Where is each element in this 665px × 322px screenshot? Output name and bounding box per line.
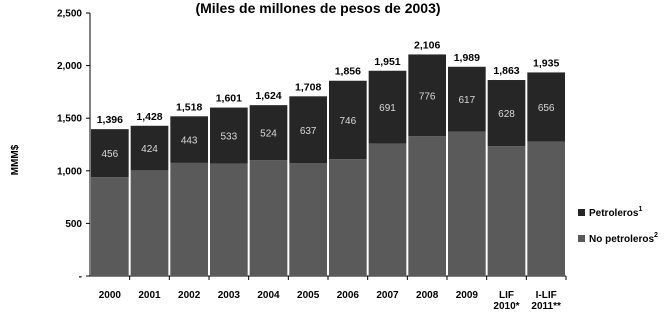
x-category-label: 2007	[376, 290, 399, 301]
bar-segment-petroleros	[130, 125, 169, 171]
bar-total-label: 1,856	[335, 66, 361, 78]
y-tick-label: 2,000	[57, 61, 82, 72]
legend-label: No petroleros2	[589, 232, 658, 245]
x-category-label: I-LIF	[536, 290, 557, 301]
bar-segment-petroleros	[249, 105, 288, 161]
bar-segment-no-petroleros	[289, 163, 328, 276]
bar-segment-petroleros	[368, 70, 407, 144]
bar-segment-no-petroleros	[90, 177, 129, 276]
petroleros-value-label: 691	[379, 103, 396, 114]
bar-total-label: 1,708	[295, 81, 321, 93]
x-category-label: 2001	[138, 290, 161, 301]
y-tick-label: 500	[65, 219, 82, 230]
bar-total-label: 1,601	[216, 93, 242, 105]
petroleros-value-label: 637	[300, 126, 317, 137]
bar-segment-no-petroleros	[487, 146, 526, 276]
legend-swatch	[578, 209, 585, 216]
bar-segment-petroleros	[487, 80, 526, 147]
bar-total-label: 1,989	[454, 52, 480, 64]
bar-total-label: 1,624	[255, 90, 281, 102]
bar-segment-no-petroleros	[328, 159, 367, 276]
petroleros-value-label: 533	[220, 132, 237, 143]
bar-total-label: 1,428	[136, 111, 162, 123]
petroleros-value-label: 443	[181, 136, 198, 147]
bar-segment-no-petroleros	[209, 163, 248, 276]
bar-segment-no-petroleros	[447, 131, 486, 276]
x-category-label: 2008	[416, 290, 439, 301]
bar-segment-no-petroleros	[527, 141, 566, 276]
petroleros-value-label: 628	[498, 109, 515, 120]
petroleros-value-label: 746	[339, 116, 356, 127]
legend-swatch	[578, 235, 585, 242]
bar-total-label: 1,951	[374, 56, 400, 68]
x-category-label: 2003	[218, 290, 241, 301]
y-tick-label: 2,500	[57, 9, 82, 20]
x-category-label: 2011**	[531, 301, 561, 312]
bar-total-label: 1,518	[176, 101, 202, 113]
petroleros-value-label: 424	[141, 144, 158, 155]
x-category-label: 2000	[99, 290, 122, 301]
bar-segment-petroleros	[209, 107, 248, 164]
x-category-label: LIF	[499, 290, 514, 301]
y-tick-label: -	[79, 272, 82, 283]
bar-segment-petroleros	[328, 80, 367, 160]
x-category-label: 2009	[456, 290, 479, 301]
plot-area: - 500 1,000 1,500 2,000 2,500 456 1,396 2000 424 1…	[57, 9, 567, 312]
bar-total-label: 1,396	[97, 114, 123, 126]
bar-segment-no-petroleros	[408, 136, 447, 276]
legend-label: Petroleros1	[589, 206, 642, 219]
bar-total-label: 1,863	[493, 65, 519, 77]
bar-total-label: 1,935	[533, 57, 559, 69]
bar-total-label: 2,106	[414, 39, 440, 51]
y-axis-label: MMM$	[10, 144, 21, 175]
bar-segment-petroleros	[408, 54, 447, 137]
bar-segment-petroleros	[90, 129, 129, 178]
petroleros-value-label: 456	[101, 149, 118, 160]
petroleros-value-label: 617	[458, 95, 475, 106]
y-tick-label: 1,000	[57, 166, 82, 177]
bar-segment-no-petroleros	[130, 170, 169, 276]
bar-segment-petroleros	[289, 96, 328, 164]
bar-segment-petroleros	[170, 116, 209, 163]
petroleros-value-label: 656	[538, 103, 555, 114]
x-category-label: 2010*	[493, 301, 519, 312]
bar-segment-no-petroleros	[249, 160, 288, 276]
legend: Petroleros1 No petroleros2	[578, 206, 658, 245]
chart-title: (Miles de millones de pesos de 2003)	[195, 0, 440, 16]
petroleros-value-label: 524	[260, 129, 277, 140]
y-tick-label: 1,500	[57, 114, 82, 125]
x-category-label: 2004	[257, 290, 280, 301]
x-category-label: 2002	[178, 290, 201, 301]
bar-segment-no-petroleros	[170, 162, 209, 276]
x-category-label: 2005	[297, 290, 320, 301]
bar-segment-petroleros	[447, 66, 486, 132]
bar-segment-petroleros	[527, 72, 566, 142]
bar-segment-no-petroleros	[368, 143, 407, 276]
x-category-label: 2006	[337, 290, 360, 301]
petroleros-value-label: 776	[419, 91, 436, 102]
